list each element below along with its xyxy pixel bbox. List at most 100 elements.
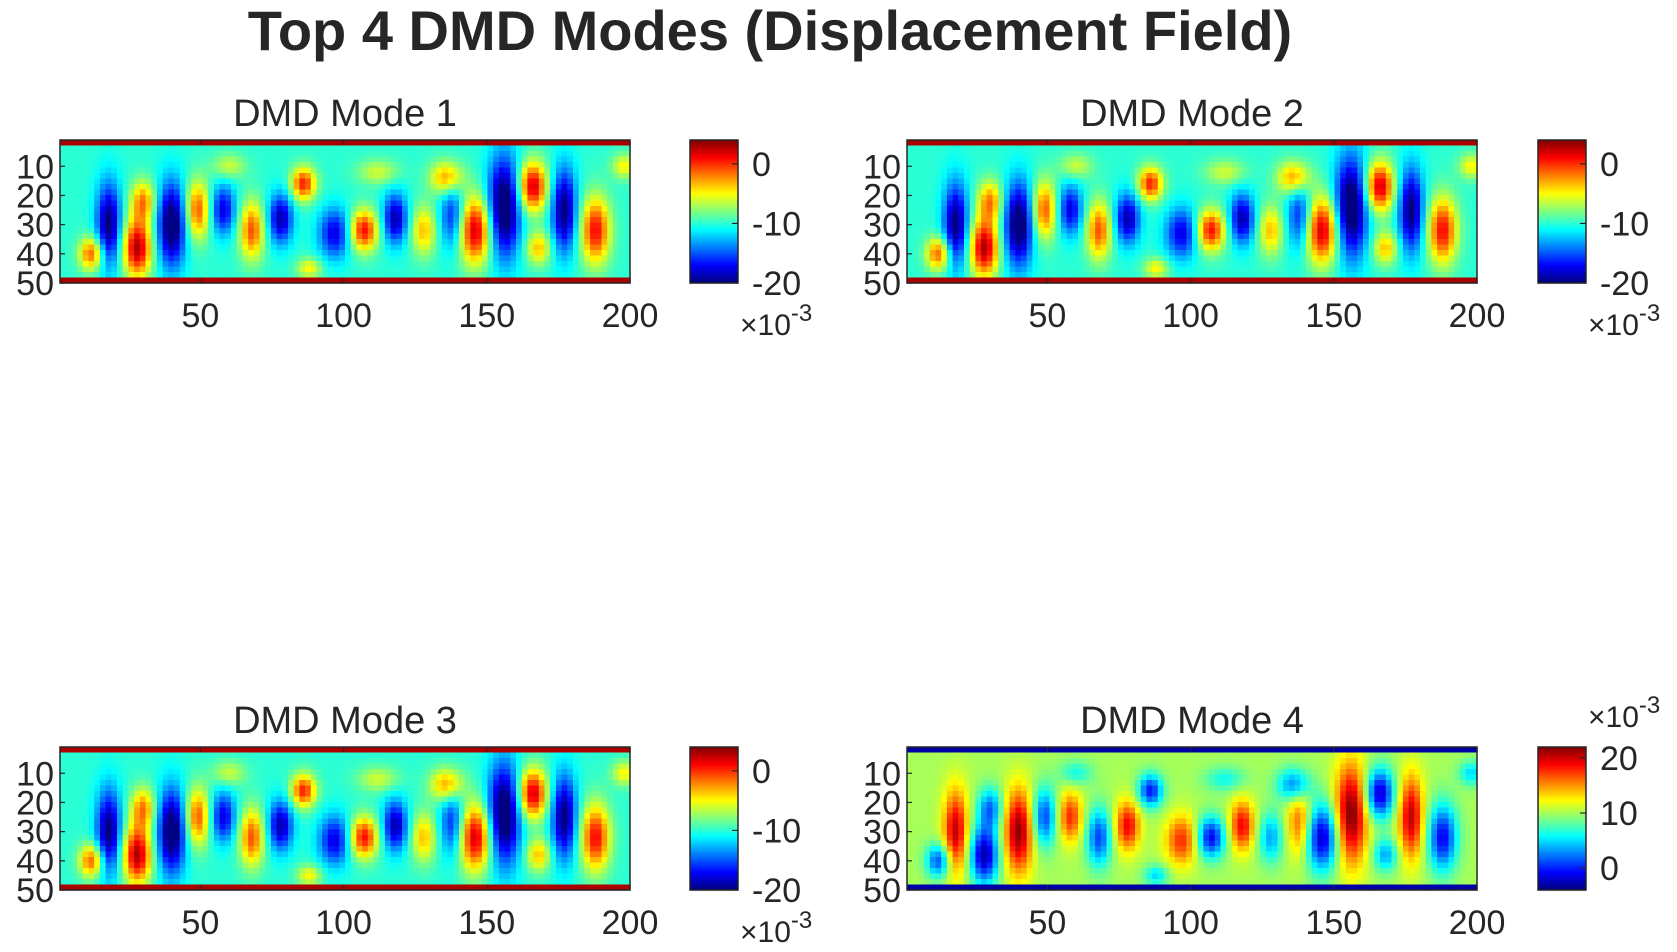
heatmap-cell — [1083, 250, 1090, 257]
heatmap-cell — [191, 178, 198, 185]
heatmap-cell — [367, 156, 375, 163]
heatmap-cell — [1066, 145, 1073, 152]
heatmap-cell — [111, 277, 118, 284]
heatmap-cell — [71, 200, 78, 207]
heatmap-cell — [607, 244, 614, 251]
heatmap-cell — [151, 162, 158, 169]
heatmap-cell — [487, 167, 494, 174]
heatmap-cell — [384, 250, 392, 257]
heatmap-cell — [510, 266, 517, 273]
heatmap-cell — [618, 266, 625, 273]
heatmap-cell — [969, 184, 976, 191]
heatmap-cell — [151, 211, 158, 218]
heatmap-cell — [590, 156, 597, 163]
heatmap-cell — [1300, 167, 1307, 174]
heatmap-cell — [117, 228, 124, 235]
heatmap-cell — [1351, 162, 1358, 169]
heatmap-cell — [213, 206, 221, 213]
heatmap-cell — [481, 189, 489, 196]
heatmap-cell — [1140, 200, 1147, 207]
heatmap-cell — [94, 195, 101, 202]
heatmap-cell — [1055, 228, 1062, 235]
heatmap-cell — [265, 200, 272, 207]
heatmap-cell — [1340, 156, 1347, 163]
heatmap-cell — [1391, 250, 1398, 257]
heatmap-cell — [293, 140, 300, 147]
heatmap-cell — [1288, 217, 1296, 224]
heatmap-cell — [367, 189, 375, 196]
heatmap-cell — [1340, 211, 1347, 218]
heatmap-cell — [1186, 228, 1193, 235]
heatmap-cell — [986, 228, 994, 235]
heatmap-cell — [561, 266, 568, 273]
heatmap-cell — [1095, 167, 1102, 174]
heatmap-cell — [981, 255, 988, 262]
heatmap-cell — [1072, 244, 1079, 251]
heatmap-cell — [1186, 233, 1193, 240]
heatmap-cell — [1408, 211, 1415, 218]
heatmap-cell — [373, 261, 380, 268]
heatmap-cell — [1055, 261, 1062, 268]
heatmap-cell — [453, 195, 460, 202]
heatmap-cell — [1311, 178, 1318, 185]
heatmap-cell — [88, 250, 95, 257]
heatmap-cell — [1015, 233, 1022, 240]
heatmap-cell — [607, 272, 614, 279]
heatmap-cell — [310, 195, 318, 202]
heatmap-cell — [1146, 151, 1153, 158]
heatmap-cell — [1043, 250, 1051, 257]
heatmap-cell — [168, 222, 175, 229]
heatmap-cell — [65, 211, 72, 218]
heatmap-cell — [134, 195, 141, 202]
heatmap-cell — [1300, 250, 1307, 257]
heatmap-cell — [1038, 222, 1045, 229]
colorbar-segment — [690, 148, 738, 152]
heatmap-cell — [179, 233, 186, 240]
heatmap-cell — [1317, 173, 1324, 180]
heatmap-cell — [219, 261, 226, 268]
heatmap-cell — [1021, 189, 1028, 196]
heatmap-cell — [202, 173, 209, 180]
heatmap-cell — [345, 173, 352, 180]
heatmap-cell — [1072, 255, 1079, 262]
heatmap-cell — [612, 195, 620, 202]
heatmap-cell — [413, 184, 420, 191]
heatmap-cell — [1095, 178, 1102, 185]
heatmap-cell — [607, 145, 614, 152]
heatmap-cell — [561, 272, 568, 279]
heatmap-cell — [1408, 206, 1415, 213]
heatmap-cell — [1186, 244, 1193, 251]
heatmap-cell — [550, 195, 557, 202]
heatmap-cell — [612, 244, 620, 251]
heatmap-cell — [88, 206, 95, 213]
heatmap-cell — [1471, 156, 1478, 163]
heatmap-cell — [208, 277, 215, 284]
heatmap-cell — [1397, 228, 1404, 235]
heatmap-cell — [470, 162, 477, 169]
heatmap-cell — [516, 184, 523, 191]
heatmap-cell — [1214, 178, 1222, 185]
heatmap-cell — [1209, 200, 1216, 207]
heatmap-cell — [322, 178, 329, 185]
heatmap-cell — [1311, 156, 1318, 163]
heatmap-cell — [1340, 250, 1347, 257]
heatmap-cell — [253, 173, 261, 180]
heatmap-cell — [282, 222, 289, 229]
heatmap-cell — [1345, 178, 1353, 185]
heatmap-cell — [99, 151, 107, 158]
heatmap-cell — [1135, 228, 1142, 235]
heatmap-cell — [1345, 145, 1353, 152]
heatmap-cell — [1323, 156, 1330, 163]
heatmap-cell — [1112, 200, 1119, 207]
heatmap-cell — [196, 173, 204, 180]
heatmap-cell — [1021, 255, 1028, 262]
heatmap-cell — [310, 200, 318, 207]
heatmap-cell — [470, 167, 477, 174]
heatmap-cell — [544, 167, 551, 174]
heatmap-cell — [533, 266, 540, 273]
heatmap-cell — [293, 195, 300, 202]
heatmap-cell — [958, 178, 965, 185]
y-tick-label: 40 — [16, 236, 54, 274]
heatmap-cell — [1032, 250, 1039, 257]
heatmap-cell — [1385, 167, 1393, 174]
